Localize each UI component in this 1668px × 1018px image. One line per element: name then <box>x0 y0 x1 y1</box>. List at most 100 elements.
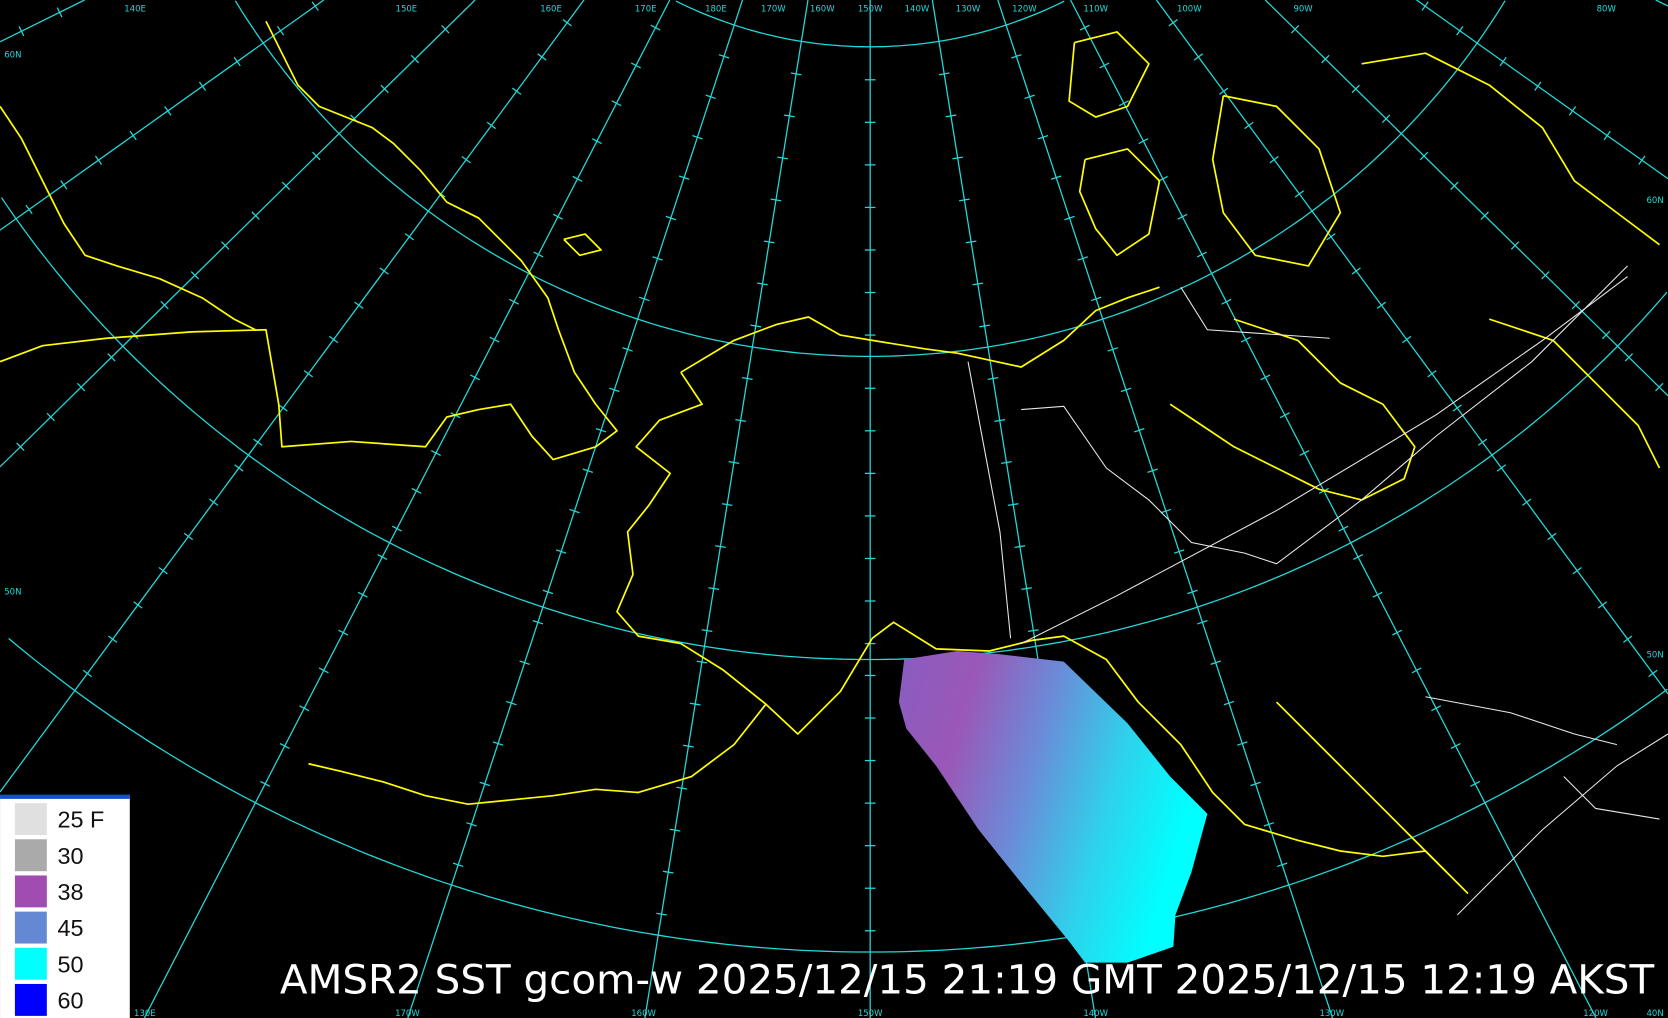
graticule-tick <box>233 56 241 67</box>
graticule-tick <box>1299 450 1310 457</box>
longitude-label: 110W <box>1083 5 1108 15</box>
graticule-tick <box>994 419 1006 422</box>
legend-swatch <box>14 947 47 980</box>
graticule-tick <box>1392 629 1403 636</box>
graticule-tick <box>678 175 690 180</box>
graticule-tick <box>1237 741 1248 746</box>
graticule-tick <box>1240 336 1251 343</box>
legend-swatch <box>14 803 47 836</box>
graticule-tick <box>312 151 321 161</box>
graticule-tick <box>1187 589 1198 595</box>
graticule-tick <box>1470 780 1481 787</box>
graticule-tick <box>1007 503 1019 507</box>
graticule-tick <box>299 705 310 712</box>
graticule-tick <box>1402 335 1412 344</box>
graticule-tick <box>354 301 364 309</box>
graticule-tick <box>572 175 583 182</box>
graticule-tick <box>1168 19 1178 27</box>
graticule-tick <box>1028 629 1039 633</box>
graticule-tick <box>466 822 477 827</box>
graticule-tick <box>777 156 789 160</box>
graticule-tick <box>784 114 795 118</box>
graticule-tick <box>537 53 547 61</box>
graticule-tick <box>1294 190 1305 198</box>
graticule-tick <box>441 25 450 34</box>
longitude-label: 90W <box>1293 5 1313 15</box>
graticule-tick <box>683 744 694 748</box>
latitude-label: 50N <box>4 588 21 598</box>
longitude-label: 160W <box>631 1009 656 1018</box>
graticule-tick <box>198 81 207 91</box>
latitude-circle <box>8 637 1668 953</box>
graticule-tick <box>1499 56 1507 67</box>
graticule-tick <box>1250 781 1261 787</box>
longitude-label: 130E <box>134 1009 156 1018</box>
longitude-label: 80W <box>1597 5 1617 15</box>
longitude-label: 120W <box>1583 1009 1608 1018</box>
graticule-tick <box>1568 106 1577 116</box>
graticule-tick <box>718 54 730 59</box>
graticule-tick <box>107 353 116 362</box>
graticule-tick <box>281 181 291 191</box>
graticule-tick <box>209 498 219 506</box>
graticule-tick <box>1431 705 1442 712</box>
graticule-tick <box>959 198 970 202</box>
graticule-tick <box>1196 251 1207 258</box>
graticule-tick <box>1077 256 1089 261</box>
legend-swatch <box>14 983 47 1016</box>
graticule-tick <box>669 828 681 832</box>
graticule-tick <box>1338 525 1349 532</box>
graticule-tick <box>1321 54 1330 64</box>
graticule-tick <box>519 660 530 665</box>
longitude-label: 140W <box>1083 1009 1108 1018</box>
graticule-tick <box>582 468 594 473</box>
graticule-tick <box>665 215 677 221</box>
graticule-tick <box>1510 241 1520 250</box>
graticule-tick <box>508 298 520 305</box>
graticule-tick <box>25 204 33 215</box>
graticule-tick <box>591 138 602 145</box>
graticule-tick <box>1353 553 1364 560</box>
graticule-tick <box>133 601 143 609</box>
graticule-tick <box>1372 591 1383 598</box>
graticule-tick <box>1260 374 1271 381</box>
legend-label: 25 F <box>57 807 104 833</box>
graticule-tick <box>689 702 701 706</box>
legend-label: 60 <box>57 987 83 1013</box>
graticule-tick <box>609 387 620 393</box>
graticule-tick <box>76 382 86 392</box>
meridian-line <box>1655 0 1668 7</box>
graticule-tick <box>46 412 55 422</box>
meridian-line <box>1416 0 1668 180</box>
graticule-tick <box>1496 464 1507 472</box>
legend-label: 50 <box>57 951 83 977</box>
graticule-labels: 140E 150E 160E 170E 180E 170W 160W 150W 140W 130W… <box>4 5 1663 1018</box>
graticule-tick <box>1450 181 1459 191</box>
graticule-tick <box>692 134 703 140</box>
meridian-line <box>1069 0 1597 1018</box>
latitude-label: 50N <box>1647 650 1664 660</box>
graticule-tick <box>1269 156 1279 164</box>
graticule-tick <box>1638 155 1646 165</box>
graticule-tick <box>1221 298 1232 305</box>
graticule-tick <box>555 549 567 554</box>
graticule-tick <box>461 156 471 164</box>
graticule-tick <box>158 567 168 575</box>
graticule-tick <box>1079 24 1090 31</box>
graticule-tick <box>1547 532 1557 541</box>
graticule-tick <box>1376 301 1387 309</box>
graticule-tick <box>1118 100 1129 107</box>
graticule-tick <box>650 24 661 31</box>
map-title: AMSR2 SST gcom-w 2025/12/15 21:19 GMT 20… <box>280 956 1655 1004</box>
graticule-tick <box>676 786 688 790</box>
political-borders <box>967 265 1668 916</box>
graticule-tick <box>1173 549 1185 554</box>
graticule-tick <box>1351 267 1361 275</box>
graticule-tick <box>750 324 762 328</box>
graticule-tick <box>512 87 522 95</box>
graticule-tick <box>1064 215 1075 221</box>
graticule-tick <box>1541 271 1550 280</box>
graticule-tick <box>1421 1 1429 11</box>
graticule-tick <box>1534 81 1542 91</box>
graticule-tick <box>1419 151 1429 161</box>
